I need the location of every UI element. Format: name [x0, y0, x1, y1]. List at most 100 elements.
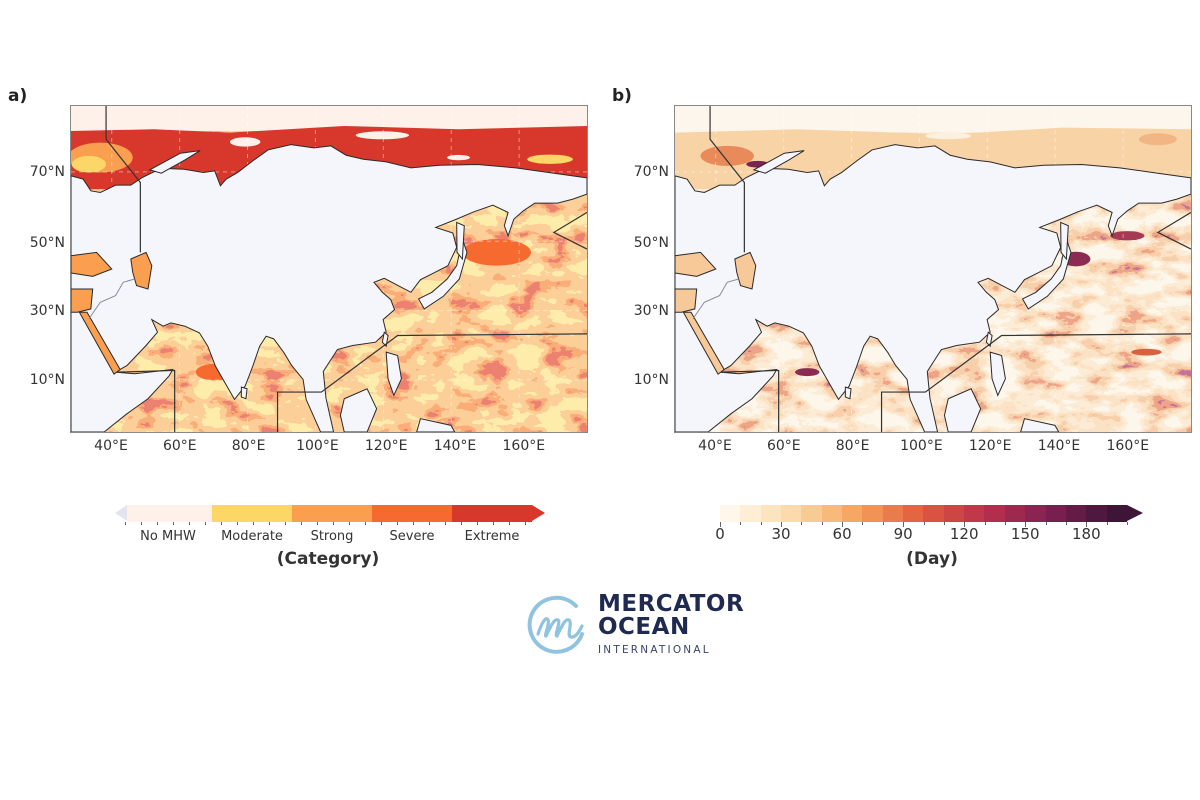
- colorbar-segment: [1004, 505, 1026, 522]
- colorbar-minor-tick: [842, 522, 844, 527]
- colorbar-minor-tick: [301, 522, 302, 525]
- colorbar-minor-tick: [413, 522, 414, 525]
- colorbar-minor-tick: [189, 522, 190, 525]
- colorbar-minor-tick: [720, 522, 721, 527]
- map-panel-a-mhw-category: [70, 105, 588, 433]
- colorbar-minor-tick: [173, 522, 174, 525]
- lon-tick-label: 60°E: [162, 438, 197, 454]
- colorbar-segment: [842, 505, 863, 522]
- colorbar-minor-tick: [1004, 522, 1006, 525]
- map-canvas: [675, 106, 1191, 432]
- lat-tick-label: 10°N: [633, 372, 669, 388]
- colorbar-minor-tick: [923, 522, 925, 525]
- lon-tick-label: 40°E: [698, 438, 732, 454]
- colorbar-minor-tick: [493, 522, 494, 525]
- island: [1061, 222, 1069, 259]
- colorbar-segment: [720, 505, 741, 522]
- category-colorbar: [115, 505, 545, 522]
- colorbar-segment: [943, 505, 965, 522]
- region-boundary: [710, 106, 1191, 432]
- colorbar-segment: [212, 505, 292, 522]
- logo-text-mercator: MERCATOR: [598, 591, 745, 617]
- colorbar-minor-tick: [205, 522, 206, 525]
- day-tick-label: 30: [771, 525, 791, 543]
- colorbar-minor-tick: [253, 522, 254, 525]
- day-tick-label: 0: [715, 525, 725, 543]
- colorbar-minor-tick: [1086, 522, 1088, 527]
- panel-b-label: b): [612, 86, 632, 106]
- lat-tick-label: 50°N: [29, 235, 65, 251]
- colorbar-segment: [452, 505, 532, 522]
- colorbar-segment: [1065, 505, 1087, 522]
- lon-tick-label: 160°E: [1106, 438, 1150, 454]
- category-label: Moderate: [221, 529, 283, 544]
- colorbar-segment: [1025, 505, 1046, 522]
- colorbar-max-arrow: [1126, 505, 1143, 521]
- lon-tick-label: 100°E: [296, 438, 339, 454]
- colorbar-min-arrow: [115, 505, 127, 521]
- colorbar-segment: [1106, 505, 1127, 522]
- colorbar-minor-tick: [125, 522, 126, 525]
- colorbar-minor-tick: [1065, 522, 1067, 525]
- colorbar-segment: [801, 505, 822, 522]
- lat-tick-label: 10°N: [29, 372, 65, 388]
- colorbar-minor-tick: [365, 522, 366, 525]
- colorbar-minor-tick: [964, 522, 966, 527]
- colorbar-minor-tick: [781, 522, 783, 527]
- colorbar-minor-tick: [157, 522, 158, 525]
- colorbar-minor-tick: [740, 522, 742, 525]
- arctic-patch: [700, 145, 754, 166]
- colorbar-segment: [882, 505, 904, 522]
- island: [417, 419, 455, 432]
- day-tick-label: 90: [893, 525, 913, 543]
- lon-tick-label: 100°E: [900, 438, 943, 454]
- colorbar-minor-tick: [943, 522, 945, 525]
- colorbar-segment: [903, 505, 924, 522]
- island: [340, 389, 376, 432]
- category-label: Extreme: [464, 529, 520, 544]
- ocean-hotspot: [1131, 348, 1162, 356]
- arctic-patch: [527, 154, 573, 164]
- island: [457, 222, 465, 259]
- lon-tick-label: 80°E: [835, 438, 870, 454]
- island: [150, 151, 200, 174]
- colorbar-segment: [862, 505, 883, 522]
- colorbar-minor-tick: [1025, 522, 1027, 527]
- colorbar-segment: [760, 505, 782, 522]
- colorbar-minor-tick: [397, 522, 398, 525]
- inland-sea: [735, 252, 756, 289]
- map-canvas: [71, 106, 587, 432]
- island: [944, 389, 980, 432]
- lon-tick-label: 140°E: [433, 438, 477, 454]
- day-tick-label: 180: [1071, 525, 1101, 543]
- inland-sea: [675, 289, 697, 312]
- colorbar-segment: [964, 505, 985, 522]
- colorbar-minor-tick: [1106, 522, 1108, 525]
- colorbar-minor-tick: [333, 522, 334, 525]
- colorbar-segment: [821, 505, 843, 522]
- political-border: [693, 279, 739, 319]
- lat-tick-label: 30°N: [29, 303, 65, 319]
- colorbar-minor-tick: [1045, 522, 1047, 525]
- colorbar-segment: [984, 505, 1005, 522]
- lat-tick-label: 30°N: [633, 303, 669, 319]
- colorbar-minor-tick: [1127, 522, 1128, 525]
- inland-sea: [131, 252, 152, 289]
- colorbar-minor-tick: [509, 522, 510, 525]
- colorbar-minor-tick: [984, 522, 986, 525]
- day-colorbar: [720, 505, 1143, 522]
- colorbar-minor-tick: [221, 522, 222, 525]
- arctic-patch: [229, 137, 261, 147]
- lon-tick-label: 160°E: [502, 438, 546, 454]
- map-panel-b-mhw-days: [674, 105, 1192, 433]
- lon-tick-label: 120°E: [364, 438, 408, 454]
- inland-sea: [675, 252, 716, 276]
- colorbar-minor-tick: [317, 522, 318, 525]
- colorbar-segment: [923, 505, 944, 522]
- colorbar-minor-tick: [285, 522, 286, 525]
- region-boundary: [106, 106, 587, 432]
- logo-text-ocean: OCEAN: [598, 614, 690, 640]
- island: [986, 332, 992, 346]
- colorbar-segment: [781, 505, 802, 522]
- ocean-hotspot: [795, 368, 820, 377]
